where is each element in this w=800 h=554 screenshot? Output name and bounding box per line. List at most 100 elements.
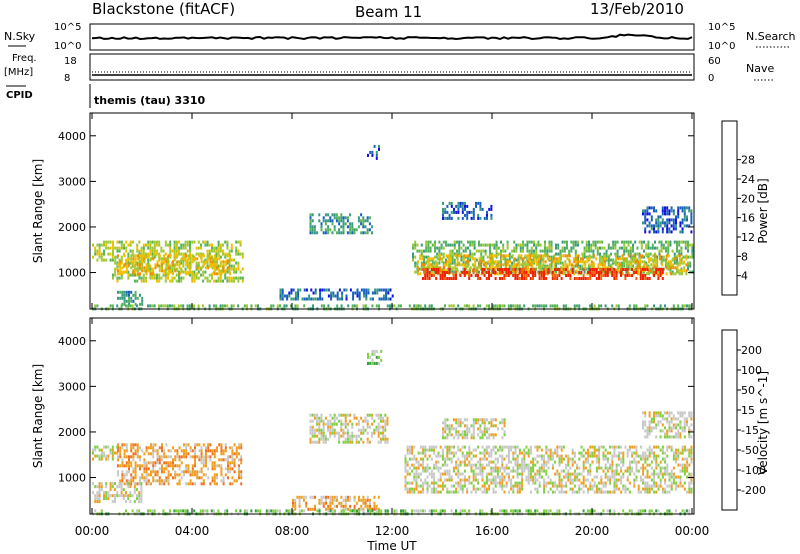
power-cell <box>617 304 620 308</box>
power-cell <box>457 210 460 214</box>
power-cell <box>658 240 661 244</box>
power-cell <box>175 267 178 271</box>
velocity-cell <box>633 478 636 482</box>
power-cell <box>330 294 333 298</box>
velocity-cell <box>463 478 466 482</box>
velocity-cell <box>587 472 590 476</box>
power-cell <box>107 246 110 250</box>
velocity-cell <box>587 460 590 464</box>
velocity-cell <box>369 504 371 508</box>
power-cell <box>191 260 194 264</box>
velocity-cell <box>346 413 349 417</box>
power-cell <box>505 260 507 264</box>
velocity-cell <box>150 443 152 447</box>
velocity-cell <box>378 355 380 359</box>
power-cell <box>442 255 445 259</box>
velocity-cell <box>501 487 504 491</box>
power-cell <box>601 263 604 267</box>
velocity-cell <box>209 458 212 462</box>
velocity-cell <box>615 481 618 485</box>
power-cell <box>578 304 581 308</box>
power-cell <box>578 271 581 274</box>
velocity-cell <box>461 484 464 488</box>
velocity-cell <box>653 451 656 455</box>
power-cell <box>629 249 632 253</box>
power-cell <box>215 255 218 259</box>
power-cell <box>473 240 476 244</box>
power-cell <box>555 264 557 268</box>
power-cell <box>558 268 561 271</box>
velocity-cell <box>664 469 667 473</box>
power-cell <box>526 240 529 244</box>
velocity-cell <box>558 475 561 479</box>
power-cell <box>440 267 443 271</box>
velocity-cell <box>94 497 97 501</box>
power-cell <box>642 277 644 280</box>
velocity-cell <box>229 464 232 468</box>
power-cell <box>494 260 496 264</box>
velocity-cell <box>547 460 550 464</box>
power-cell <box>228 279 231 283</box>
power-cell <box>529 277 532 280</box>
velocity-cell <box>375 507 378 511</box>
power-cell <box>540 257 543 261</box>
power-cell <box>659 274 662 277</box>
power-cell <box>594 243 597 247</box>
power-cell <box>353 231 356 235</box>
power-cell <box>534 304 537 308</box>
power-cell <box>571 271 574 274</box>
velocity-cell <box>633 484 636 488</box>
power-cell <box>523 268 526 271</box>
power-cell <box>483 268 486 271</box>
velocity-cell <box>461 478 464 482</box>
power-cell <box>463 254 466 258</box>
power-cell <box>464 201 466 205</box>
velocity-cell <box>472 448 475 452</box>
velocity-region <box>292 495 380 511</box>
velocity-cell <box>617 457 620 461</box>
velocity-cell <box>556 454 559 458</box>
velocity-cell <box>377 440 380 444</box>
velocity-cell <box>211 461 214 465</box>
power-cell <box>570 249 573 253</box>
velocity-cell <box>492 475 495 479</box>
power-cell <box>189 249 191 253</box>
power-cell <box>577 266 580 270</box>
velocity-cell <box>329 434 332 438</box>
power-cell <box>419 254 422 258</box>
power-cell <box>132 257 135 261</box>
velocity-cell <box>362 419 365 423</box>
velocity-cell <box>349 437 352 441</box>
velocity-cell <box>534 475 537 479</box>
velocity-cell <box>119 452 122 456</box>
velocity-cell <box>468 454 471 458</box>
power-cell <box>477 277 479 280</box>
power-cell <box>688 224 691 228</box>
velocity-cell <box>176 449 179 453</box>
velocity-cell <box>320 495 323 499</box>
velocity-cell <box>152 449 155 453</box>
power-cell <box>510 304 512 308</box>
velocity-cell <box>543 469 546 473</box>
power-cell <box>185 254 188 258</box>
velocity-cell <box>433 448 436 452</box>
velocity-cell <box>411 487 414 491</box>
power-cell <box>472 271 475 274</box>
velocity-cell <box>516 457 519 461</box>
velocity-cell <box>231 452 234 456</box>
power-cell <box>312 304 314 308</box>
velocity-cell <box>428 448 431 452</box>
velocity-cell <box>130 446 133 450</box>
power-cell <box>475 201 477 205</box>
velocity-cell <box>479 460 482 464</box>
power-cell <box>661 271 664 274</box>
velocity-cell <box>587 451 590 455</box>
power-cell <box>514 268 517 271</box>
velocity-cell <box>384 422 387 426</box>
power-cell <box>455 271 457 274</box>
velocity-cell <box>419 478 422 482</box>
velocity-cell <box>587 490 590 494</box>
power-cell <box>376 288 379 292</box>
velocity-cell <box>224 458 227 462</box>
power-cell <box>588 240 590 244</box>
